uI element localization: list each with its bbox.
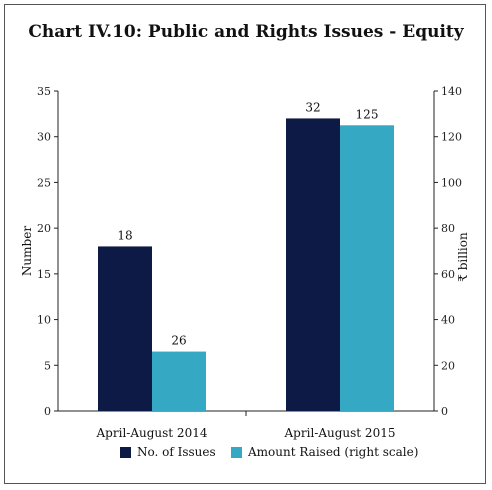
legend-item-issues: No. of Issues xyxy=(120,445,216,459)
left-tick-label: 20 xyxy=(37,222,51,235)
legend-label-amount: Amount Raised (right scale) xyxy=(248,445,419,459)
bar-issues xyxy=(286,118,340,411)
bar-issues xyxy=(98,246,152,411)
left-tick-label: 0 xyxy=(44,405,51,418)
right-tick-label: 40 xyxy=(441,314,455,327)
right-tick-label: 20 xyxy=(441,359,455,372)
bar-amount xyxy=(152,351,206,411)
right-tick-label: 120 xyxy=(441,131,462,144)
right-tick-label: 0 xyxy=(441,405,448,418)
category-label: April-August 2014 xyxy=(96,426,208,440)
chart-frame xyxy=(4,4,486,484)
bar-amount xyxy=(340,125,394,412)
right-tick-label: 60 xyxy=(441,268,455,281)
data-label: 32 xyxy=(305,100,320,114)
legend: No. of Issues Amount Raised (right scale… xyxy=(0,445,492,465)
left-tick-label: 15 xyxy=(37,268,51,281)
legend-item-amount: Amount Raised (right scale) xyxy=(231,445,418,459)
legend-swatch-issues xyxy=(120,446,131,458)
category-label: April-August 2015 xyxy=(284,426,396,440)
y2-axis-title: ₹ billion xyxy=(456,232,470,282)
right-tick-label: 80 xyxy=(441,222,455,235)
right-tick-label: 140 xyxy=(441,85,462,98)
legend-label-issues: No. of Issues xyxy=(137,445,216,459)
legend-swatch-amount xyxy=(231,446,242,458)
y-axis-title: Number xyxy=(20,226,34,276)
left-tick-label: 10 xyxy=(37,314,51,327)
left-tick-label: 35 xyxy=(37,85,51,98)
left-tick-label: 5 xyxy=(44,359,51,372)
left-tick-label: 30 xyxy=(37,131,51,144)
data-label: 18 xyxy=(117,228,132,242)
data-label: 26 xyxy=(171,334,186,348)
chart-title: Chart IV.10: Public and Rights Issues - … xyxy=(28,22,464,42)
right-tick-label: 100 xyxy=(441,176,462,189)
left-tick-label: 25 xyxy=(37,176,51,189)
data-label: 125 xyxy=(356,107,379,121)
